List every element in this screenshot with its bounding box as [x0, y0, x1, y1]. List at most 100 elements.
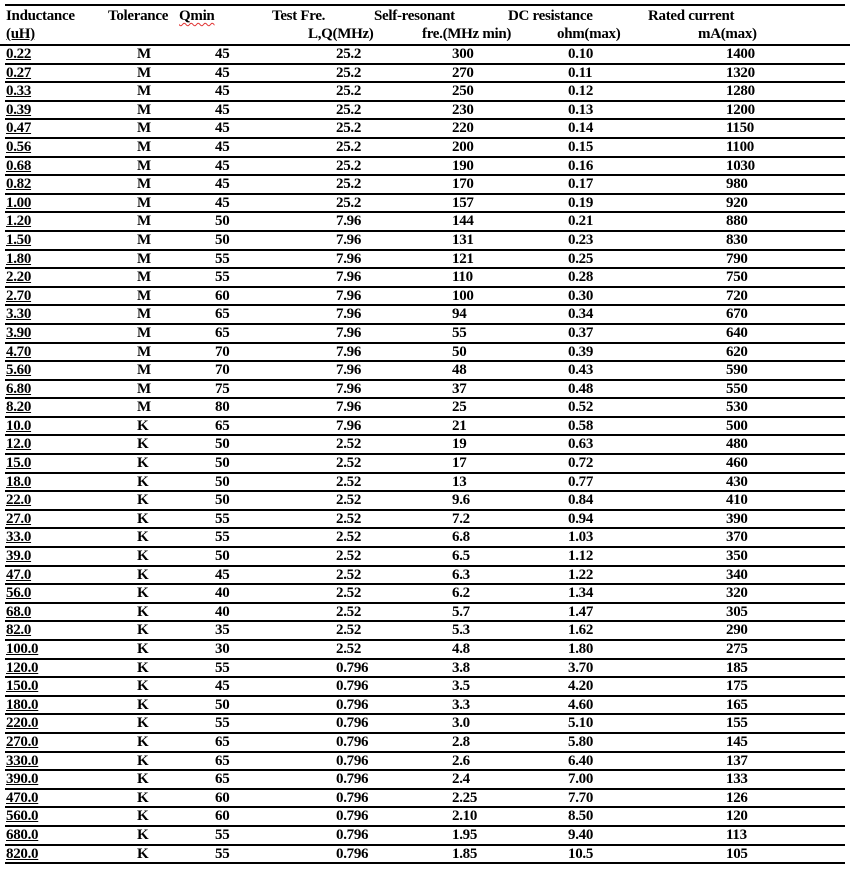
cell-test-freq: 7.96 [336, 324, 362, 341]
cell-qmin: 45 [215, 138, 230, 155]
cell-rated-current: 430 [726, 473, 748, 490]
cell-inductance: 0.39 [6, 101, 32, 118]
cell-rated-current: 980 [726, 176, 748, 193]
cell-dc-resistance: 0.94 [568, 510, 594, 527]
table-row: 2.70 M 60 7.96 100 0.30 720 [5, 288, 845, 307]
table-row: 18.0 K 50 2.52 13 0.77 430 [5, 474, 845, 493]
cell-dc-resistance: 9.40 [568, 826, 594, 843]
cell-dc-resistance: 3.70 [568, 659, 594, 676]
cell-test-freq: 2.52 [336, 510, 362, 527]
cell-dc-resistance: 0.17 [568, 176, 594, 193]
cell-self-resonant-freq: 170 [452, 176, 474, 193]
cell-self-resonant-freq: 48 [452, 362, 467, 379]
cell-dc-resistance: 7.70 [568, 789, 594, 806]
header-dc-resistance: DC resistance [508, 8, 593, 24]
cell-self-resonant-freq: 300 [452, 46, 474, 62]
table-row: 220.0 K 55 0.796 3.0 5.10 155 [5, 715, 845, 734]
header-test-freq-unit: L,Q(MHz) [308, 26, 374, 42]
cell-self-resonant-freq: 6.2 [452, 585, 470, 602]
cell-dc-resistance: 0.14 [568, 120, 594, 137]
cell-dc-resistance: 8.50 [568, 808, 594, 825]
cell-self-resonant-freq: 131 [452, 231, 474, 248]
table-row: 1.00 M 45 25.2 157 0.19 920 [5, 195, 845, 214]
table-row: 0.82 M 45 25.2 170 0.17 980 [5, 176, 845, 195]
cell-inductance: 0.33 [6, 83, 32, 100]
cell-rated-current: 137 [726, 752, 748, 769]
cell-self-resonant-freq: 4.8 [452, 641, 470, 657]
header-tolerance: Tolerance [108, 8, 169, 24]
cell-inductance: 180.0 [6, 696, 39, 713]
cell-qmin: 70 [215, 362, 230, 379]
cell-inductance: 4.70 [6, 343, 32, 360]
cell-tolerance: M [137, 343, 151, 360]
cell-rated-current: 920 [726, 194, 748, 211]
cell-qmin: 50 [215, 473, 230, 490]
table-row: 180.0 K 50 0.796 3.3 4.60 165 [5, 697, 845, 716]
cell-qmin: 50 [215, 213, 230, 230]
cell-test-freq: 0.796 [336, 696, 369, 713]
cell-tolerance: K [137, 566, 149, 583]
cell-inductance: 560.0 [6, 808, 39, 825]
table-row: 56.0 K 40 2.52 6.2 1.34 320 [5, 585, 845, 604]
cell-inductance: 56.0 [6, 585, 32, 602]
cell-tolerance: K [137, 436, 149, 453]
cell-self-resonant-freq: 3.0 [452, 715, 470, 732]
cell-test-freq: 7.96 [336, 306, 362, 323]
table-row: 22.0 K 50 2.52 9.6 0.84 410 [5, 492, 845, 511]
table-row: 0.68 M 45 25.2 190 0.16 1030 [5, 158, 845, 177]
cell-dc-resistance: 0.52 [568, 399, 594, 416]
table-row: 27.0 K 55 2.52 7.2 0.94 390 [5, 511, 845, 530]
cell-dc-resistance: 0.25 [568, 250, 594, 267]
cell-inductance: 1.50 [6, 231, 32, 248]
cell-inductance: 220.0 [6, 715, 39, 732]
table-row: 4.70 M 70 7.96 50 0.39 620 [5, 344, 845, 363]
cell-inductance: 5.60 [6, 362, 32, 379]
cell-qmin: 55 [215, 659, 230, 676]
cell-dc-resistance: 0.37 [568, 324, 594, 341]
cell-rated-current: 350 [726, 548, 748, 565]
header-rated-current-unit: mA(max) [698, 26, 757, 42]
cell-rated-current: 290 [726, 622, 748, 639]
cell-qmin: 45 [215, 566, 230, 583]
cell-tolerance: K [137, 752, 149, 769]
cell-inductance: 390.0 [6, 771, 39, 788]
cell-test-freq: 2.52 [336, 473, 362, 490]
cell-rated-current: 1030 [726, 157, 755, 174]
cell-test-freq: 7.96 [336, 269, 362, 286]
cell-test-freq: 0.796 [336, 845, 369, 862]
cell-test-freq: 7.96 [336, 417, 362, 434]
cell-rated-current: 145 [726, 733, 748, 750]
table-row: 3.30 M 65 7.96 94 0.34 670 [5, 306, 845, 325]
cell-dc-resistance: 4.20 [568, 678, 594, 695]
cell-tolerance: K [137, 417, 149, 434]
cell-qmin: 55 [215, 826, 230, 843]
cell-inductance: 100.0 [6, 641, 39, 657]
cell-self-resonant-freq: 3.3 [452, 696, 470, 713]
cell-inductance: 27.0 [6, 510, 32, 527]
cell-self-resonant-freq: 6.5 [452, 548, 470, 565]
cell-inductance: 6.80 [6, 380, 32, 397]
cell-tolerance: M [137, 120, 151, 137]
cell-tolerance: K [137, 659, 149, 676]
cell-test-freq: 2.52 [336, 641, 362, 657]
cell-rated-current: 410 [726, 492, 748, 509]
cell-dc-resistance: 0.23 [568, 231, 594, 248]
cell-test-freq: 25.2 [336, 176, 362, 193]
cell-test-freq: 2.52 [336, 529, 362, 546]
cell-inductance: 0.56 [6, 138, 32, 155]
cell-rated-current: 155 [726, 715, 748, 732]
cell-qmin: 35 [215, 622, 230, 639]
cell-inductance: 330.0 [6, 752, 39, 769]
cell-test-freq: 2.52 [336, 548, 362, 565]
cell-tolerance: M [137, 231, 151, 248]
cell-self-resonant-freq: 94 [452, 306, 467, 323]
cell-qmin: 40 [215, 603, 230, 620]
cell-self-resonant-freq: 25 [452, 399, 467, 416]
cell-tolerance: K [137, 826, 149, 843]
cell-qmin: 40 [215, 585, 230, 602]
cell-qmin: 65 [215, 324, 230, 341]
cell-rated-current: 530 [726, 399, 748, 416]
cell-tolerance: M [137, 46, 151, 62]
cell-qmin: 55 [215, 250, 230, 267]
header-rated-current: Rated current [648, 8, 735, 24]
